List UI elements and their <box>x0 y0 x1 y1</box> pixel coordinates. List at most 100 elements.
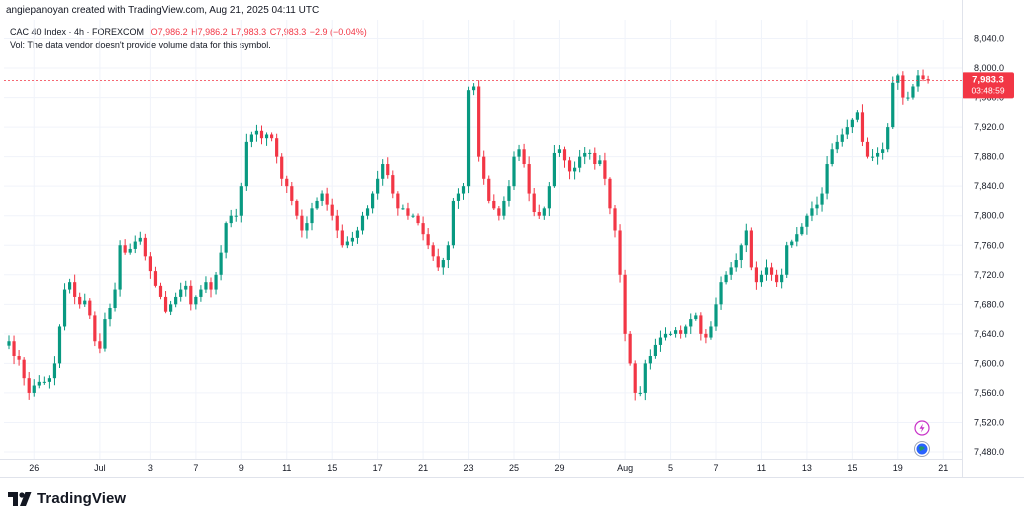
candle-body <box>502 200 506 216</box>
candle-body <box>204 282 208 290</box>
time-tick-label: 25 <box>509 463 519 473</box>
price-tick-label: 7,720.0 <box>974 270 1004 280</box>
symbol-name[interactable]: CAC 40 Index · 4h · FOREXCOM <box>10 27 145 37</box>
candle-body <box>542 208 546 216</box>
candle-body <box>118 245 122 290</box>
candle-body <box>350 237 354 242</box>
candle-body <box>305 223 309 231</box>
candle-body <box>259 130 264 139</box>
candle-body <box>431 245 435 257</box>
candle-body <box>174 296 178 305</box>
candle-body <box>32 385 36 393</box>
candle-body <box>588 152 592 154</box>
candle-body <box>381 164 385 179</box>
candle-body <box>800 226 804 235</box>
candle-body <box>62 289 67 327</box>
candle-body <box>562 149 567 161</box>
candle-body <box>679 330 683 334</box>
candle-body <box>310 208 314 224</box>
candle-body <box>714 304 718 327</box>
candle-body <box>477 86 481 157</box>
ohlc-values: O7,986.2 H7,986.2 L7,983.3 C7,983.3 −2.9… <box>151 27 368 37</box>
candle-body <box>57 326 62 364</box>
candle-body <box>406 208 410 216</box>
time-tick-label: 21 <box>938 463 948 473</box>
candle-body <box>335 215 339 231</box>
candle-body <box>108 308 112 320</box>
price-tick-label: 7,480.0 <box>974 447 1004 457</box>
symbol-legend[interactable]: CAC 40 Index · 4h · FOREXCOM O7,986.2 H7… <box>10 27 368 37</box>
candle-body <box>78 296 82 305</box>
candle-body <box>512 156 516 187</box>
candle-body <box>613 208 617 231</box>
candle-body <box>820 193 824 205</box>
candle-body <box>658 337 663 345</box>
candle-body <box>219 252 223 275</box>
price-tick-label: 7,560.0 <box>974 388 1004 398</box>
candle-body <box>552 152 556 187</box>
candle-body <box>709 326 713 338</box>
tradingview-brand[interactable]: TradingView <box>8 490 126 507</box>
time-tick-label: 9 <box>239 463 244 473</box>
time-axis[interactable]: 26 Jul 3 7 9 11 15 17 21 23 25 29 Aug 5 7 11 13 15 19 21 <box>29 463 948 473</box>
candle-body <box>573 167 577 172</box>
time-tick-label: 11 <box>757 463 766 473</box>
price-tick-label: 7,880.0 <box>974 152 1004 162</box>
candle-body <box>633 363 637 393</box>
candle-body <box>123 245 127 253</box>
candle-body <box>805 215 809 227</box>
globe-icon[interactable] <box>914 441 930 457</box>
candle-body <box>224 223 228 253</box>
candle-body <box>643 363 647 393</box>
candle-body <box>300 215 304 231</box>
candle-body <box>330 204 334 216</box>
candle-body <box>461 186 466 194</box>
candle-body <box>138 237 142 242</box>
candle-body <box>88 300 92 316</box>
candle-body <box>674 330 678 334</box>
candle-body <box>810 208 814 216</box>
candle-body <box>113 289 117 309</box>
time-tick-label: 26 <box>29 463 39 473</box>
time-tick-label: 5 <box>668 463 673 473</box>
candle-body <box>229 215 233 224</box>
candle-body <box>285 178 289 187</box>
time-tick-label: Jul <box>94 463 106 473</box>
candle-body <box>244 141 248 187</box>
candle-body <box>446 245 450 261</box>
candle-body <box>371 193 375 209</box>
candle-body <box>749 230 753 268</box>
candle-body <box>360 215 365 231</box>
candle-body <box>209 282 213 290</box>
candle-body <box>557 149 562 153</box>
candle-body <box>825 164 829 194</box>
candle-body <box>522 149 526 165</box>
price-tick-label: 8,000.0 <box>974 63 1004 73</box>
price-tick-label: 7,920.0 <box>974 122 1004 132</box>
time-tick-label: 3 <box>148 463 153 473</box>
candle-body <box>264 134 269 139</box>
candle-body <box>451 200 455 246</box>
candle-body <box>527 164 531 194</box>
candle-body <box>68 282 72 290</box>
candle-body <box>386 164 390 176</box>
candle-body <box>694 315 698 320</box>
candle-body <box>668 333 673 335</box>
candle-body <box>153 271 158 286</box>
candle-body <box>623 274 627 334</box>
candle-body <box>567 160 572 172</box>
candle-body <box>27 378 31 393</box>
grid-lines <box>4 20 962 459</box>
candle-body <box>396 193 400 209</box>
candle-body <box>275 138 279 157</box>
candle-body <box>249 134 253 142</box>
candle-body <box>896 75 900 83</box>
candle-body <box>598 160 602 165</box>
candle-body <box>724 274 728 283</box>
time-tick-label: 7 <box>713 463 718 473</box>
candle-body <box>840 134 844 142</box>
candle-body <box>860 112 865 142</box>
candle-body <box>578 156 582 168</box>
lightning-icon[interactable] <box>914 420 930 436</box>
